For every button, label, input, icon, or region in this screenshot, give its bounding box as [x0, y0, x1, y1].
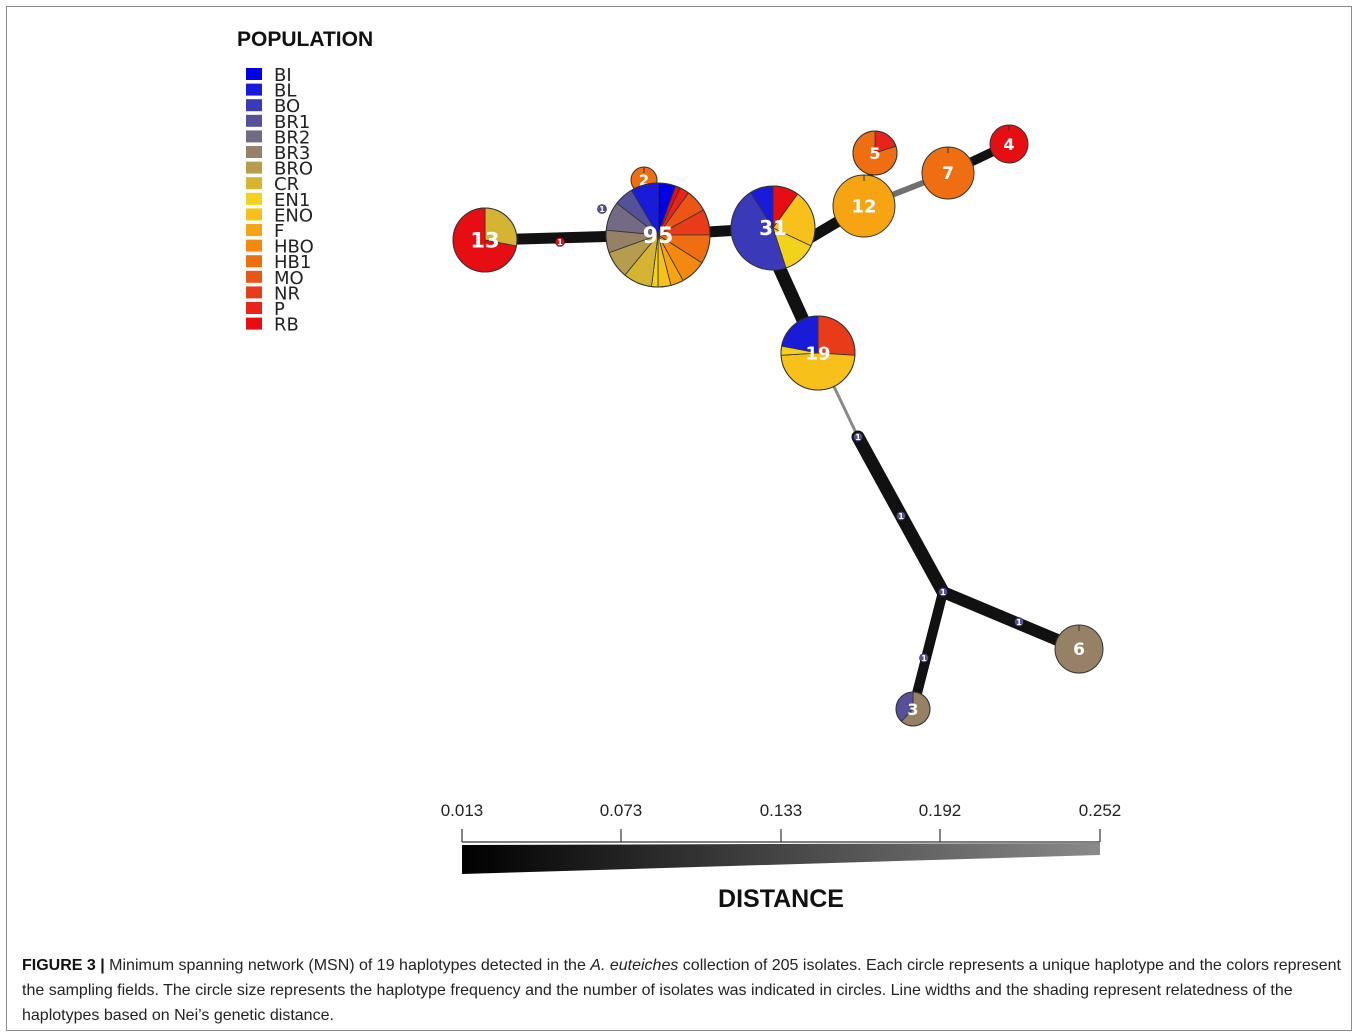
haplotype-node-12: 12	[832, 174, 896, 238]
legend-label-bo: BO	[274, 96, 300, 117]
step-marker-3	[853, 432, 863, 442]
legend-label-hbo: HBO	[274, 237, 314, 258]
legend-label-en1: EN1	[274, 190, 310, 211]
scale-tick-label-3: 0.192	[919, 801, 962, 820]
legend-label-eno: ENO	[274, 205, 313, 226]
caption-text-2: collection of 205 isolates. Each circle …	[22, 957, 1341, 1024]
pie-outline	[895, 691, 931, 727]
legend-label-br3: BR3	[274, 143, 310, 164]
node-count-label: 31	[759, 216, 787, 240]
legend-label-hb1: HB1	[274, 252, 311, 273]
legend-swatch-br3	[246, 146, 262, 158]
legend-swatch-br1	[246, 114, 262, 127]
distance-gradient-bar	[462, 843, 1100, 874]
haplotype-node-31: 31	[730, 185, 816, 271]
legend-title: POPULATION	[237, 28, 373, 51]
legend-swatch-bi	[246, 68, 262, 80]
haplotype-node-7: 7	[921, 146, 975, 200]
haplotype-node-95: 95	[605, 182, 711, 288]
node-count-label: 12	[851, 196, 876, 217]
distance-scale: 0.013 0.073 0.133 0.192 0.252 DISTANCE	[441, 801, 1122, 913]
legend-swatch-nr	[246, 286, 262, 299]
haplotype-node-19: 19	[780, 315, 856, 391]
edge-10	[908, 587, 948, 714]
legend-label-cr: CR	[274, 174, 299, 195]
caption-species: A. euteiches	[590, 957, 679, 974]
node-count-label: 2	[639, 171, 649, 189]
node-count-label: 19	[805, 343, 830, 364]
legend-label-nr: NR	[274, 283, 300, 304]
legend-label-mo: MO	[274, 268, 304, 289]
scale-ticks: 0.013 0.073 0.133 0.192 0.252	[441, 801, 1122, 842]
legend-swatch-hbo	[246, 239, 262, 252]
legend-swatch-hb1	[246, 255, 262, 268]
figure-frame	[6, 6, 1352, 1031]
step-marker-1	[597, 204, 607, 214]
step-markers: 111111111	[555, 204, 1024, 705]
step-label-4: 1	[898, 512, 904, 521]
step-marker-7	[919, 653, 929, 663]
legend-label-bl: BL	[274, 81, 296, 102]
legend-swatch-bro	[246, 161, 262, 174]
scale-tick-label-0: 0.013	[441, 801, 484, 820]
figure-caption: FIGURE 3 | Minimum spanning network (MSN…	[22, 953, 1344, 1028]
legend-swatch-f	[246, 224, 262, 236]
legend-swatch-eno	[246, 208, 262, 221]
legend: POPULATION BIBLBOBR1BR2BR3BROCREN1ENOFHB…	[237, 28, 373, 336]
scale-tick-label-4: 0.252	[1079, 801, 1122, 820]
pie-outline	[452, 207, 518, 273]
pie-outline	[852, 130, 898, 176]
step-label-0: 1	[557, 238, 563, 247]
step-label-5: 1	[940, 588, 946, 597]
legend-swatch-rb	[246, 317, 262, 330]
haplotype-nodes: 13 2 95 31 5 12 7 4 19 6 3	[452, 124, 1104, 727]
node-count-label: 6	[1073, 640, 1085, 660]
legend-label-rb: RB	[274, 315, 299, 336]
node-count-label: 95	[643, 224, 674, 249]
caption-lead: FIGURE 3 |	[22, 957, 105, 974]
legend-label-bro: BRO	[274, 159, 313, 180]
pie-outline	[780, 315, 856, 391]
node-count-label: 3	[907, 700, 918, 719]
haplotype-node-4: 4	[989, 124, 1029, 164]
legend-swatch-bo	[246, 99, 262, 112]
haplotype-node-13: 13	[452, 207, 518, 273]
node-count-label: 13	[470, 229, 499, 253]
network-figure: POPULATION BIBLBOBR1BR2BR3BROCREN1ENOFHB…	[237, 28, 1122, 913]
step-marker-4	[896, 511, 906, 521]
node-count-label: 4	[1003, 135, 1014, 154]
haplotype-node-5: 5	[852, 130, 898, 176]
legend-label-f: F	[274, 221, 284, 242]
pie-outline	[605, 182, 711, 288]
scale-title: DISTANCE	[718, 885, 844, 913]
legend-swatch-cr	[246, 177, 262, 190]
node-count-label: 5	[869, 144, 880, 163]
legend-swatch-mo	[246, 270, 262, 283]
legend-swatch-bl	[246, 83, 262, 96]
node-count-label: 7	[942, 164, 954, 184]
step-marker-6	[1014, 617, 1024, 627]
scale-tick-label-1: 0.073	[600, 801, 643, 820]
legend-swatch-en1	[246, 192, 262, 205]
edge-9	[937, 586, 1085, 655]
haplotype-node-3: 3	[895, 691, 931, 727]
legend-swatch-br2	[246, 130, 262, 143]
step-label-7: 1	[921, 654, 927, 663]
caption-text-1: Minimum spanning network (MSN) of 19 hap…	[104, 957, 591, 974]
step-label-6: 1	[1016, 618, 1022, 627]
legend-label-bi: BI	[274, 65, 292, 86]
haplotype-node-6: 6	[1054, 624, 1104, 674]
step-label-3: 1	[855, 433, 861, 442]
scale-tick-label-2: 0.133	[760, 801, 803, 820]
step-marker-5	[938, 587, 948, 597]
legend-swatch-p	[246, 302, 262, 314]
legend-label-br2: BR2	[274, 127, 310, 148]
pie-outline	[730, 185, 816, 271]
legend-label-p: P	[274, 299, 285, 320]
step-label-1: 1	[599, 205, 605, 214]
legend-label-br1: BR1	[274, 112, 310, 133]
step-marker-0	[555, 237, 565, 247]
